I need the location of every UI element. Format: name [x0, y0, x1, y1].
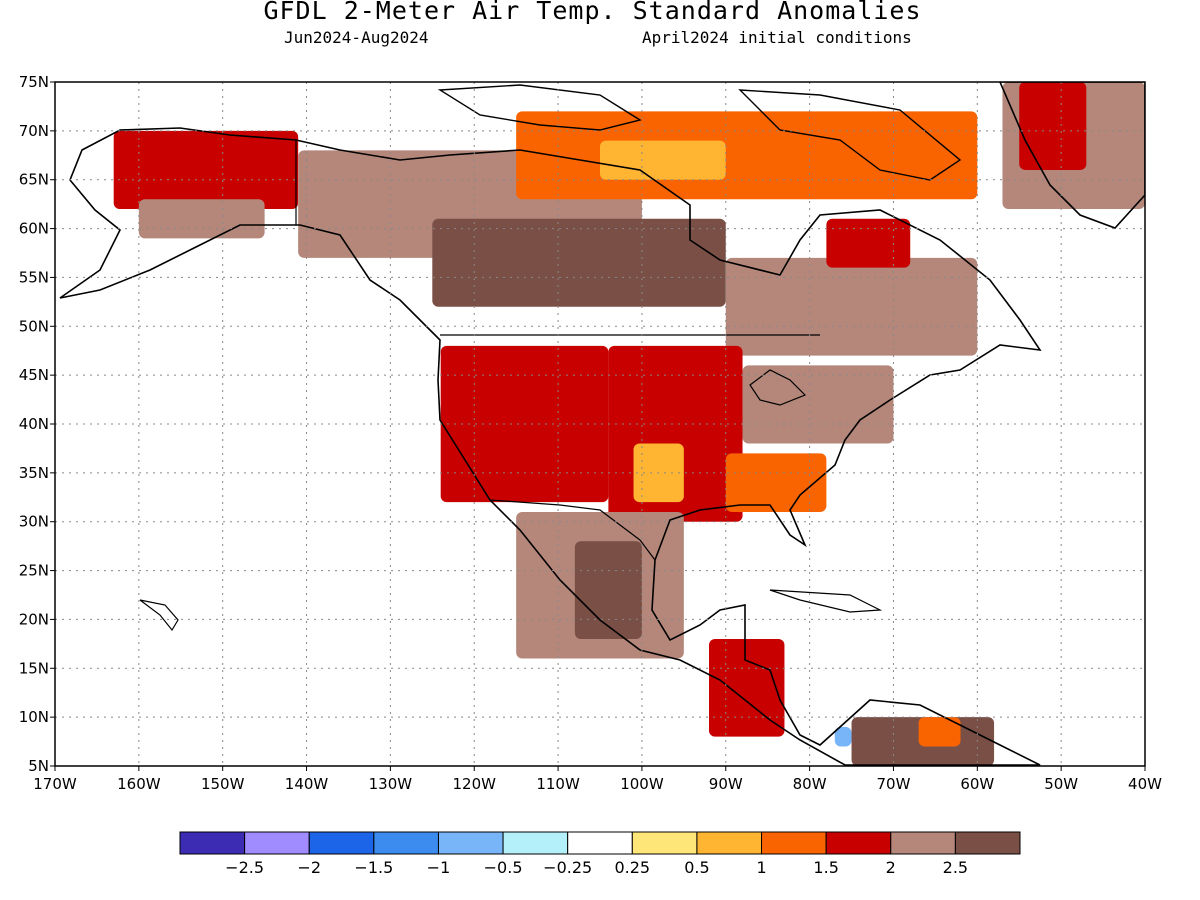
lat-tick-label: 40N — [19, 415, 49, 433]
lon-tick-label: 100W — [620, 775, 664, 793]
colorbar-label: 2 — [886, 858, 896, 877]
lat-tick-label: 45N — [19, 366, 49, 384]
colorbar-label: −0.25 — [543, 858, 592, 877]
great-lakes-outline — [749, 369, 807, 406]
lon-tick-label: 150W — [201, 775, 245, 793]
colorbar-swatch — [308, 831, 375, 855]
lon-tick-label: 40W — [1128, 775, 1162, 793]
region-alaska-north — [113, 130, 299, 210]
lon-tick-label: 60W — [960, 775, 994, 793]
lon-tick-label: 140W — [285, 775, 329, 793]
colorbar-label: −2.5 — [225, 858, 264, 877]
lon-tick-label: 50W — [1044, 775, 1078, 793]
lon-tick-label: 90W — [709, 775, 743, 793]
colorbar-swatch — [502, 831, 569, 855]
hawaii-outline — [139, 599, 179, 632]
colorbar-swatch — [696, 831, 763, 855]
colorbar-swatch — [761, 831, 827, 855]
region-arctic-islands — [516, 111, 978, 200]
forecast-period: Jun2024-Aug2024 — [284, 28, 429, 47]
colorbar-swatch — [244, 831, 310, 855]
colorbar-label: 0.25 — [614, 858, 650, 877]
region-alaska-south — [138, 199, 265, 239]
graticule — [55, 82, 1145, 766]
lon-tick-label: 110W — [536, 775, 580, 793]
cuba-outline — [769, 589, 883, 613]
arctic-island-outline — [437, 84, 642, 131]
axes: 75N 70N 65N 60N 55N 50N 45N 40N 35N 30N 25N 20N 15N 1… — [19, 73, 1162, 793]
colorbar-swatch — [373, 831, 439, 855]
lat-tick-label: 50N — [19, 317, 49, 335]
lat-tick-label: 35N — [19, 464, 49, 482]
lon-tick-label: 80W — [793, 775, 827, 793]
region-quebec-red — [826, 218, 911, 268]
colorbar-swatch — [825, 831, 892, 855]
colorbar-label: 1.5 — [813, 858, 838, 877]
lat-tick-label: 15N — [19, 659, 49, 677]
colorbar-swatch — [954, 831, 1021, 855]
colorbar-label: 1 — [756, 858, 766, 877]
region-canada-east — [725, 257, 978, 356]
colorbar-label: −0.5 — [484, 858, 523, 877]
colorbar-label: −1.5 — [354, 858, 393, 877]
colorbar-label: 0.5 — [684, 858, 709, 877]
lat-tick-label: 5N — [28, 757, 49, 775]
colorbar-swatch — [567, 831, 633, 855]
us-mexico-border — [489, 499, 656, 561]
map-title: GFDL 2-Meter Air Temp. Standard Anomalie… — [263, 0, 922, 25]
region-canada-central — [432, 218, 726, 307]
lat-tick-label: 55N — [19, 268, 49, 286]
lat-tick-label: 70N — [19, 122, 49, 140]
lat-tick-label: 65N — [19, 171, 49, 189]
lat-tick-label: 60N — [19, 220, 49, 238]
region-central-america — [709, 638, 785, 737]
lat-tick-label: 20N — [19, 610, 49, 628]
region-mexico-dark — [574, 541, 642, 639]
continent-outline — [59, 127, 1042, 766]
region-greenland-red — [1019, 82, 1087, 170]
greenland-outline — [999, 82, 1145, 229]
colorbar-label: −2 — [297, 858, 321, 877]
lon-tick-label: 130W — [369, 775, 413, 793]
colorbar-label: −1 — [427, 858, 451, 877]
region-arctic-yellow — [600, 140, 726, 180]
colorbar-swatch — [179, 831, 246, 855]
region-us-southeast — [725, 453, 827, 512]
region-us-northeast — [742, 365, 894, 444]
lat-tick-label: 10N — [19, 708, 49, 726]
colorbar-swatch — [890, 831, 956, 855]
colorbar-swatch — [631, 831, 698, 855]
colorbar-swatch — [437, 831, 504, 855]
region-colombia-blue — [834, 726, 852, 747]
lon-tick-label: 170W — [33, 775, 77, 793]
lat-tick-label: 25N — [19, 562, 49, 580]
colorbar-label: 2.5 — [943, 858, 968, 877]
lat-tick-label: 30N — [19, 513, 49, 531]
initial-conditions: April2024 initial conditions — [642, 28, 912, 47]
lat-tick-label: 75N — [19, 73, 49, 91]
lon-tick-label: 120W — [452, 775, 496, 793]
colorbar: −2.5 −2 −1.5 −1 −0.5 −0.25 0.25 0.5 1 1.5 2 2.5 — [179, 831, 1021, 877]
lon-tick-label: 160W — [117, 775, 161, 793]
lon-tick-label: 70W — [877, 775, 911, 793]
region-venezuela-orange — [918, 717, 961, 747]
